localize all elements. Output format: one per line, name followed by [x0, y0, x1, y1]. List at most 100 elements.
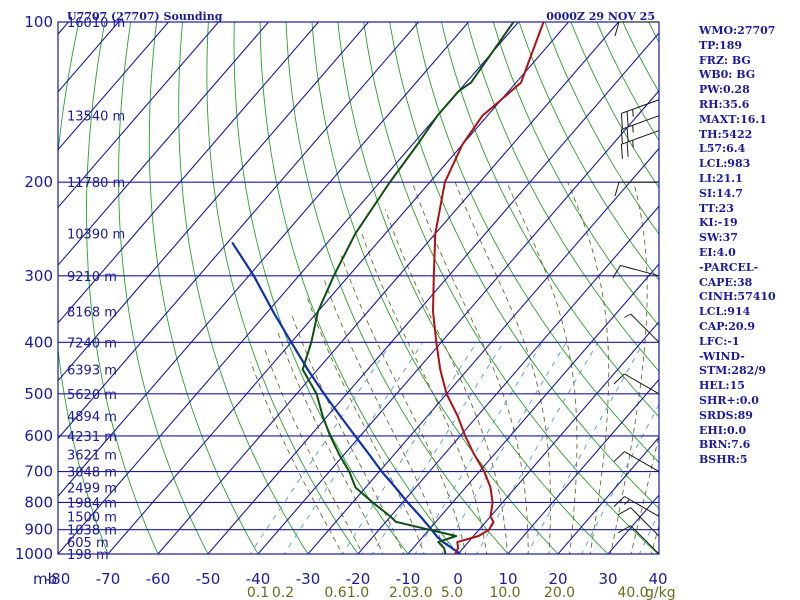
temperature-point [456, 415, 459, 417]
temperature-point [481, 114, 484, 117]
index-item: -PARCEL- [699, 260, 759, 274]
temperature-point [440, 203, 442, 205]
moist-adiabat [411, 181, 529, 554]
temperature-point [500, 98, 503, 101]
isotherm [0, 22, 19, 554]
dewpoint-point [443, 547, 445, 549]
temperature-curve [432, 22, 545, 554]
wind-barb-flag [626, 142, 629, 157]
wind-barb-flag [614, 181, 620, 197]
dry-adiabat [518, 22, 659, 281]
wind-barb-flag [617, 525, 631, 534]
height-label: 4231 m [67, 430, 117, 445]
index-item: EI:4.0 [699, 245, 736, 259]
parcel-point [394, 486, 397, 489]
moist-adiabat [567, 181, 610, 554]
height-label: 16010 m [67, 16, 125, 31]
temperature-point [434, 232, 437, 235]
moist-adiabat [340, 255, 467, 554]
index-item: WMO:27707 [699, 24, 776, 37]
wind-barb-staff [624, 373, 660, 395]
parcel-curve [231, 242, 462, 554]
temperature-tick-label: 40 [648, 570, 667, 588]
dry-adiabat [389, 22, 659, 510]
index-item: LCL:983 [699, 157, 751, 171]
dewpoint-curve [301, 22, 515, 554]
mixing-ratio-label: 40.0 [617, 585, 648, 600]
wind-barb [614, 181, 660, 197]
height-label: 1500 m [67, 511, 117, 526]
temperature-point [445, 393, 448, 395]
isotherm [58, 22, 269, 267]
parcel-point [442, 541, 445, 543]
moist-adiabat [250, 361, 343, 554]
temperature-point [461, 143, 464, 146]
height-label: 198 m [67, 548, 109, 563]
temperature-point [520, 81, 522, 84]
index-item: LI:21.1 [699, 171, 743, 185]
dewpoint-point [389, 181, 391, 183]
mixing-ratio-label: 20.0 [544, 585, 575, 600]
index-item: TP:189 [699, 38, 743, 52]
moist-adiabat [454, 181, 551, 554]
wind-barb [620, 130, 660, 159]
wind-barb [617, 507, 660, 537]
wind-barb [613, 496, 660, 517]
height-label: 9210 m [67, 270, 117, 285]
mixing-ratio-label: 0.1 [247, 585, 269, 600]
temperature-point [488, 528, 490, 531]
wind-barb-flag [626, 127, 629, 142]
temperature-tick-label: -30 [296, 570, 321, 588]
wind-barb-flag [613, 451, 625, 463]
moist-adiabat [263, 347, 364, 554]
index-item: SRDS:89 [699, 408, 753, 422]
wind-barb-flag [614, 21, 620, 37]
temperature-tick-label: -50 [196, 570, 221, 588]
wind-barb [612, 265, 660, 279]
isotherm [257, 89, 659, 554]
isotherm [58, 22, 319, 324]
dewpoint-point [389, 515, 392, 518]
isotherm [207, 32, 659, 554]
pressure-tick-label: 500 [24, 385, 53, 403]
sounding-indices: WMO:27707 TP:189 FRZ: BG WB0: BG PW:0.28 RH:3… [699, 24, 776, 468]
index-item: TT:23 [699, 201, 734, 215]
wind-barb-staff [621, 99, 660, 114]
temperature-tick-label: 20 [548, 570, 567, 588]
pressure-tick-label: 300 [24, 267, 53, 285]
parcel-point [339, 415, 341, 417]
wind-barb [624, 313, 660, 343]
parcel-point [290, 341, 293, 344]
wind-barb-flag [626, 111, 629, 126]
wind-barb-staff [624, 496, 660, 517]
dry-adiabat [206, 22, 359, 554]
temperature-point [432, 310, 434, 313]
pressure-tick-label: 900 [24, 521, 53, 539]
dry-adiabat [441, 22, 659, 418]
index-item: MAXT:16.1 [699, 112, 767, 126]
temperature-tick-label: -60 [146, 570, 171, 588]
wind-barb-staff [630, 525, 660, 555]
pressure-unit-label: mb [33, 570, 57, 588]
parcel-point [272, 310, 274, 313]
parcel-point [323, 393, 325, 395]
moist-adiabat [276, 330, 384, 554]
parcel-point [354, 435, 357, 437]
isotherm [58, 22, 419, 440]
pressure-tick-label: 600 [24, 427, 53, 445]
temperature-point [477, 535, 480, 537]
isotherm [457, 320, 659, 554]
wind-barb [614, 21, 659, 37]
wind-barb-half-flag [632, 125, 634, 133]
height-label: 1038 m [67, 524, 117, 539]
temperature-point [454, 553, 456, 554]
index-item: RH:35.6 [699, 97, 750, 111]
mixing-ratio-line [371, 342, 504, 554]
index-item: WB0: BG [699, 68, 756, 82]
valid-time: 0000Z 29 NOV 25 [546, 10, 655, 23]
temperature-point [489, 515, 492, 518]
parcel-point [436, 536, 439, 538]
pressure-tick-label: 100 [24, 13, 53, 31]
